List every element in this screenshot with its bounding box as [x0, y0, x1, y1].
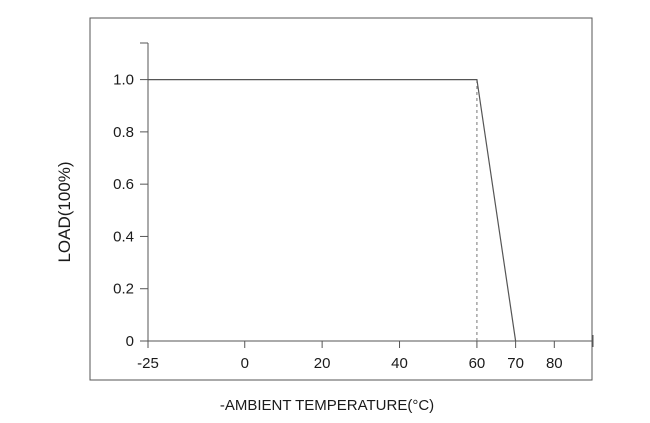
- y-axis-label: LOAD(100%): [55, 161, 74, 262]
- x-axis-label: -AMBIENT TEMPERATURE(°C): [220, 397, 434, 414]
- y-tick-label: 0.2: [113, 281, 134, 298]
- x-tick-label: -25: [137, 355, 159, 372]
- series-line: [148, 78, 517, 342]
- y-tick-label: 0: [126, 333, 134, 350]
- tick-labels: 00.20.40.60.81.0-25 0 20 40 60 70 80: [113, 72, 563, 372]
- series-marks: [148, 78, 517, 342]
- y-tick-label: 1.0: [113, 72, 134, 89]
- x-tick-label: 20: [314, 355, 331, 372]
- axes: [140, 42, 594, 348]
- plot-frame: [89, 17, 593, 381]
- x-tick-label: 60: [469, 355, 486, 372]
- x-tick-label: 0: [241, 355, 249, 372]
- x-tick-label: 70: [507, 355, 524, 372]
- y-tick-label: 0.4: [113, 228, 134, 245]
- x-tick-label: 80: [546, 355, 563, 372]
- y-tick-label: 0.8: [113, 124, 134, 141]
- y-tick-label: 0.6: [113, 176, 134, 193]
- x-tick-label: 40: [391, 355, 408, 372]
